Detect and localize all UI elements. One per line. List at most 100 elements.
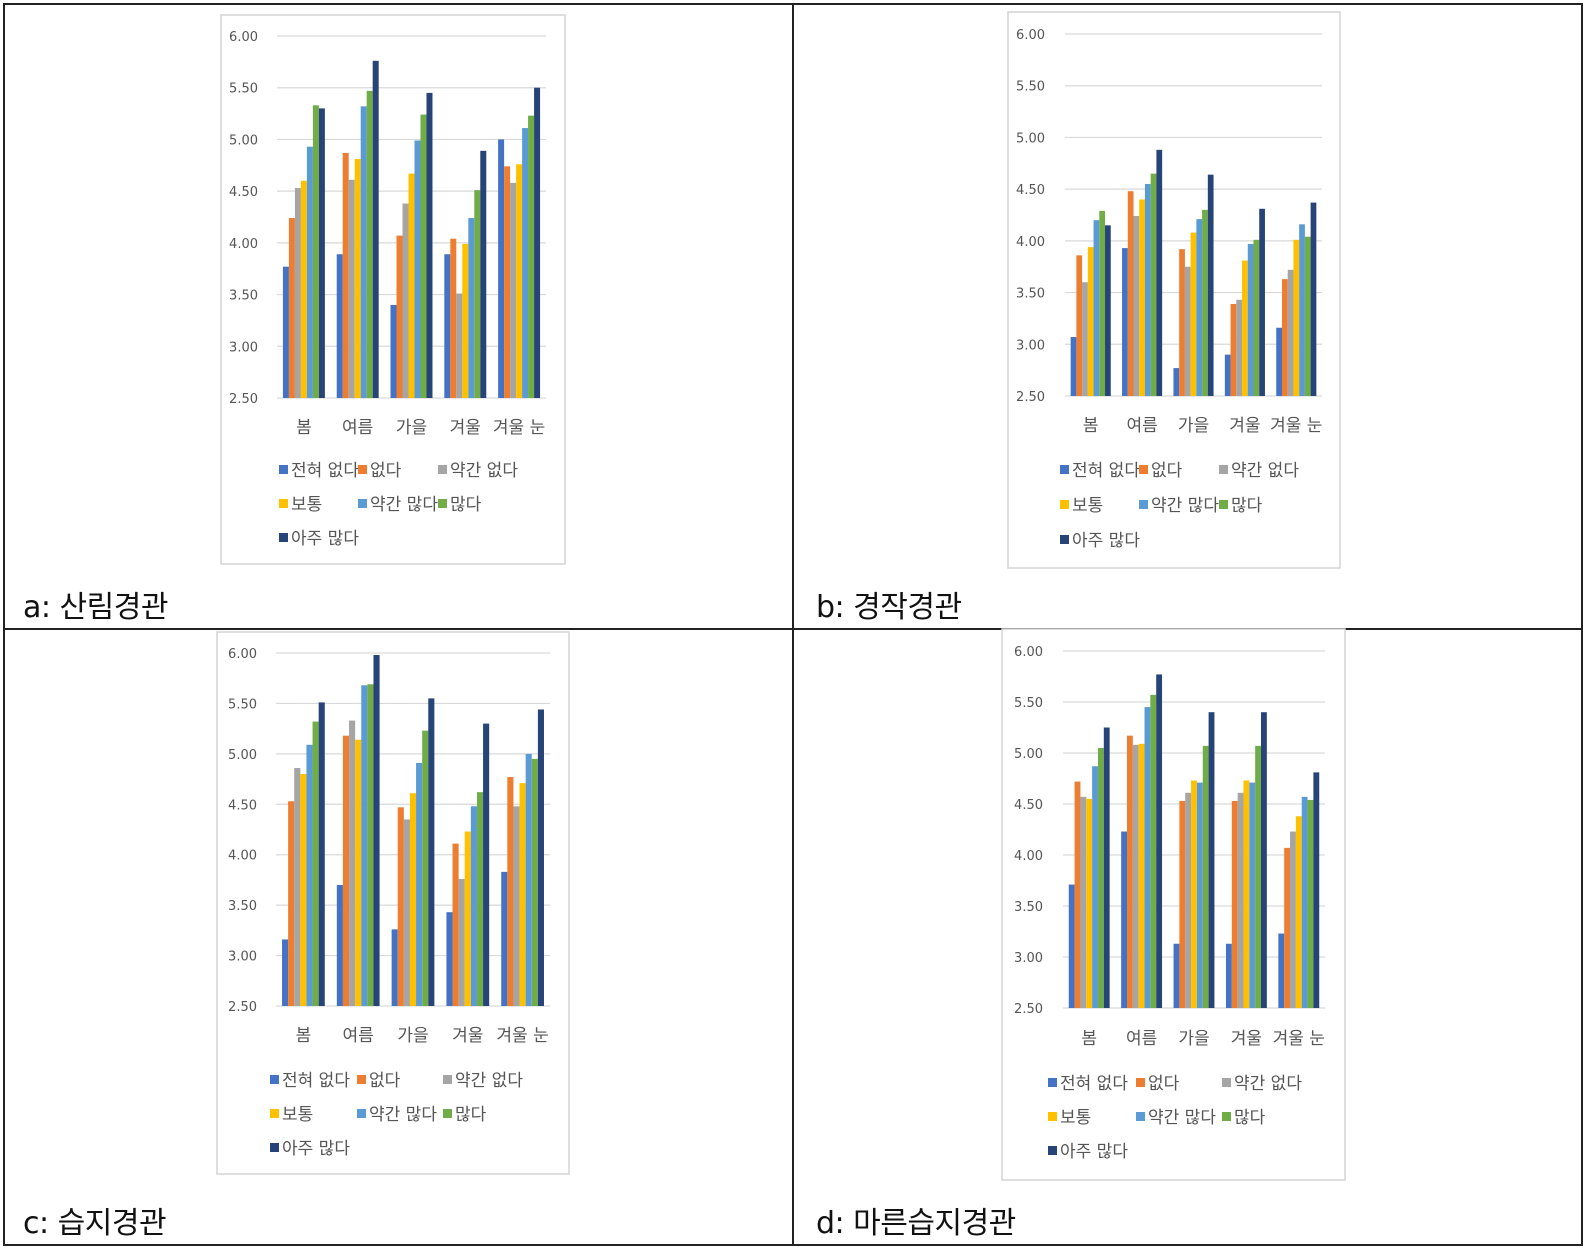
y-tick-label-a-1: 5.50: [229, 82, 258, 97]
bar-d-s3-c2: [1191, 780, 1197, 1008]
bar-d-s1-c0: [1074, 781, 1081, 1008]
bar-c-s3-c1: [355, 739, 362, 1006]
legend-swatch-b-6: [1060, 535, 1069, 544]
bar-b-s5-c4: [1304, 236, 1311, 396]
bar-c-s4-c3: [470, 806, 477, 1006]
bar-d-s1-c4: [1284, 847, 1291, 1008]
bar-b-s0-c1: [1122, 248, 1128, 396]
bar-b-s1-c3: [1230, 303, 1237, 396]
bar-c-s5-c0: [312, 721, 319, 1006]
y-tick-label-b-1: 5.50: [1016, 80, 1045, 95]
bar-d-s0-c2: [1173, 943, 1180, 1008]
y-tick-label-a-3: 4.50: [229, 185, 258, 200]
bar-b-s3-c2: [1190, 232, 1197, 396]
bar-c-s5-c4: [531, 758, 538, 1006]
x-category-label-b-1: 여름: [1126, 416, 1157, 436]
bar-a-s3-c2: [408, 173, 415, 398]
bar-a-s3-c4: [516, 164, 523, 398]
legend-swatch-b-1: [1139, 465, 1148, 474]
y-tick-label-a-0: 6.00: [229, 30, 258, 45]
bar-c-s4-c2: [416, 762, 423, 1006]
y-tick-label-d-5: 3.50: [1014, 900, 1043, 915]
legend-label-c-3: 보통: [282, 1105, 313, 1125]
bar-b-s6-c0: [1105, 225, 1111, 396]
y-tick-label-c-5: 3.50: [228, 899, 257, 914]
legend-swatch-a-6: [279, 533, 288, 542]
y-tick-label-c-7: 2.50: [228, 1000, 257, 1015]
bar-a-s1-c2: [396, 235, 403, 398]
bar-d-s1-c1: [1127, 735, 1133, 1008]
y-tick-label-d-0: 6.00: [1014, 645, 1043, 660]
bar-b-s1-c2: [1179, 249, 1185, 396]
bar-d-s5-c4: [1307, 799, 1314, 1008]
x-category-label-a-2: 가을: [396, 418, 427, 438]
bar-c-s6-c0: [318, 702, 325, 1006]
bar-d-s6-c4: [1313, 772, 1320, 1008]
bar-d-s2-c1: [1132, 744, 1139, 1008]
bar-d-s5-c2: [1202, 745, 1209, 1008]
bar-a-s0-c1: [336, 254, 343, 398]
bar-b-s2-c3: [1236, 299, 1243, 396]
bar-d-s2-c0: [1080, 796, 1087, 1008]
legend-swatch-d-2: [1222, 1078, 1231, 1087]
x-category-label-c-1: 여름: [343, 1026, 374, 1046]
bar-b-s6-c2: [1207, 174, 1214, 396]
bar-a-s5-c0: [312, 105, 319, 399]
bar-a-s2-c1: [348, 179, 355, 398]
legend-swatch-b-0: [1060, 465, 1069, 474]
bar-c-s2-c0: [294, 767, 301, 1006]
bar-d-s6-c1: [1156, 674, 1163, 1008]
y-tick-label-a-6: 3.00: [229, 340, 258, 355]
legend-swatch-c-5: [443, 1109, 452, 1118]
bar-d-s0-c3: [1225, 943, 1232, 1008]
bar-d-s1-c2: [1179, 800, 1186, 1008]
bar-c-s5-c1: [367, 684, 374, 1006]
legend-label-b-0: 전혀 없다: [1072, 461, 1140, 481]
bar-d-s4-c1: [1144, 707, 1151, 1008]
bar-d-s0-c0: [1068, 884, 1075, 1008]
legend-label-b-1: 없다: [1151, 461, 1183, 481]
bar-a-s4-c3: [468, 218, 475, 398]
bar-b-s1-c1: [1127, 191, 1134, 396]
bar-a-s0-c2: [390, 304, 397, 398]
bar-d-s2-c4: [1290, 831, 1296, 1008]
legend-swatch-a-3: [279, 499, 288, 508]
bar-d-s5-c0: [1097, 747, 1104, 1008]
y-tick-label-c-6: 3.00: [228, 950, 257, 965]
y-tick-label-d-1: 5.50: [1014, 696, 1043, 711]
bar-a-s1-c3: [450, 238, 457, 398]
x-category-label-c-2: 가을: [397, 1026, 428, 1046]
bar-c-s5-c2: [422, 730, 429, 1006]
x-category-label-a-1: 여름: [342, 418, 373, 438]
bar-b-s3-c1: [1139, 199, 1145, 396]
bar-c-s2-c1: [349, 720, 356, 1006]
legend-swatch-d-5: [1222, 1112, 1231, 1121]
bar-a-s4-c2: [414, 140, 421, 398]
bar-b-s0-c0: [1070, 337, 1077, 396]
legend-swatch-a-5: [438, 499, 447, 508]
x-category-label-b-4: 겨울 눈: [1270, 416, 1322, 436]
legend-swatch-c-2: [443, 1075, 452, 1084]
y-tick-label-d-6: 3.00: [1014, 951, 1043, 966]
legend-label-b-5: 많다: [1231, 496, 1263, 516]
bar-d-s2-c2: [1185, 792, 1192, 1008]
bar-d-s4-c3: [1249, 782, 1256, 1008]
bar-b-s4-c3: [1247, 243, 1254, 396]
y-tick-label-b-3: 4.50: [1016, 183, 1045, 198]
bar-c-s0-c3: [446, 912, 453, 1006]
legend-swatch-b-3: [1060, 500, 1069, 509]
bar-b-s5-c0: [1099, 210, 1106, 396]
bar-b-s2-c4: [1287, 269, 1294, 396]
y-tick-label-b-6: 3.00: [1016, 338, 1045, 353]
y-tick-label-b-0: 6.00: [1016, 28, 1045, 43]
bar-c-s3-c4: [519, 783, 526, 1006]
bar-a-s5-c1: [366, 90, 373, 398]
legend-label-c-4: 약간 많다: [369, 1105, 437, 1125]
legend-swatch-d-6: [1048, 1146, 1057, 1155]
bar-c-s3-c0: [300, 774, 307, 1006]
legend-label-d-5: 많다: [1234, 1108, 1266, 1128]
x-category-label-a-4: 겨울 눈: [493, 418, 545, 438]
y-tick-label-c-1: 5.50: [228, 697, 257, 712]
bar-a-s0-c0: [282, 266, 289, 398]
